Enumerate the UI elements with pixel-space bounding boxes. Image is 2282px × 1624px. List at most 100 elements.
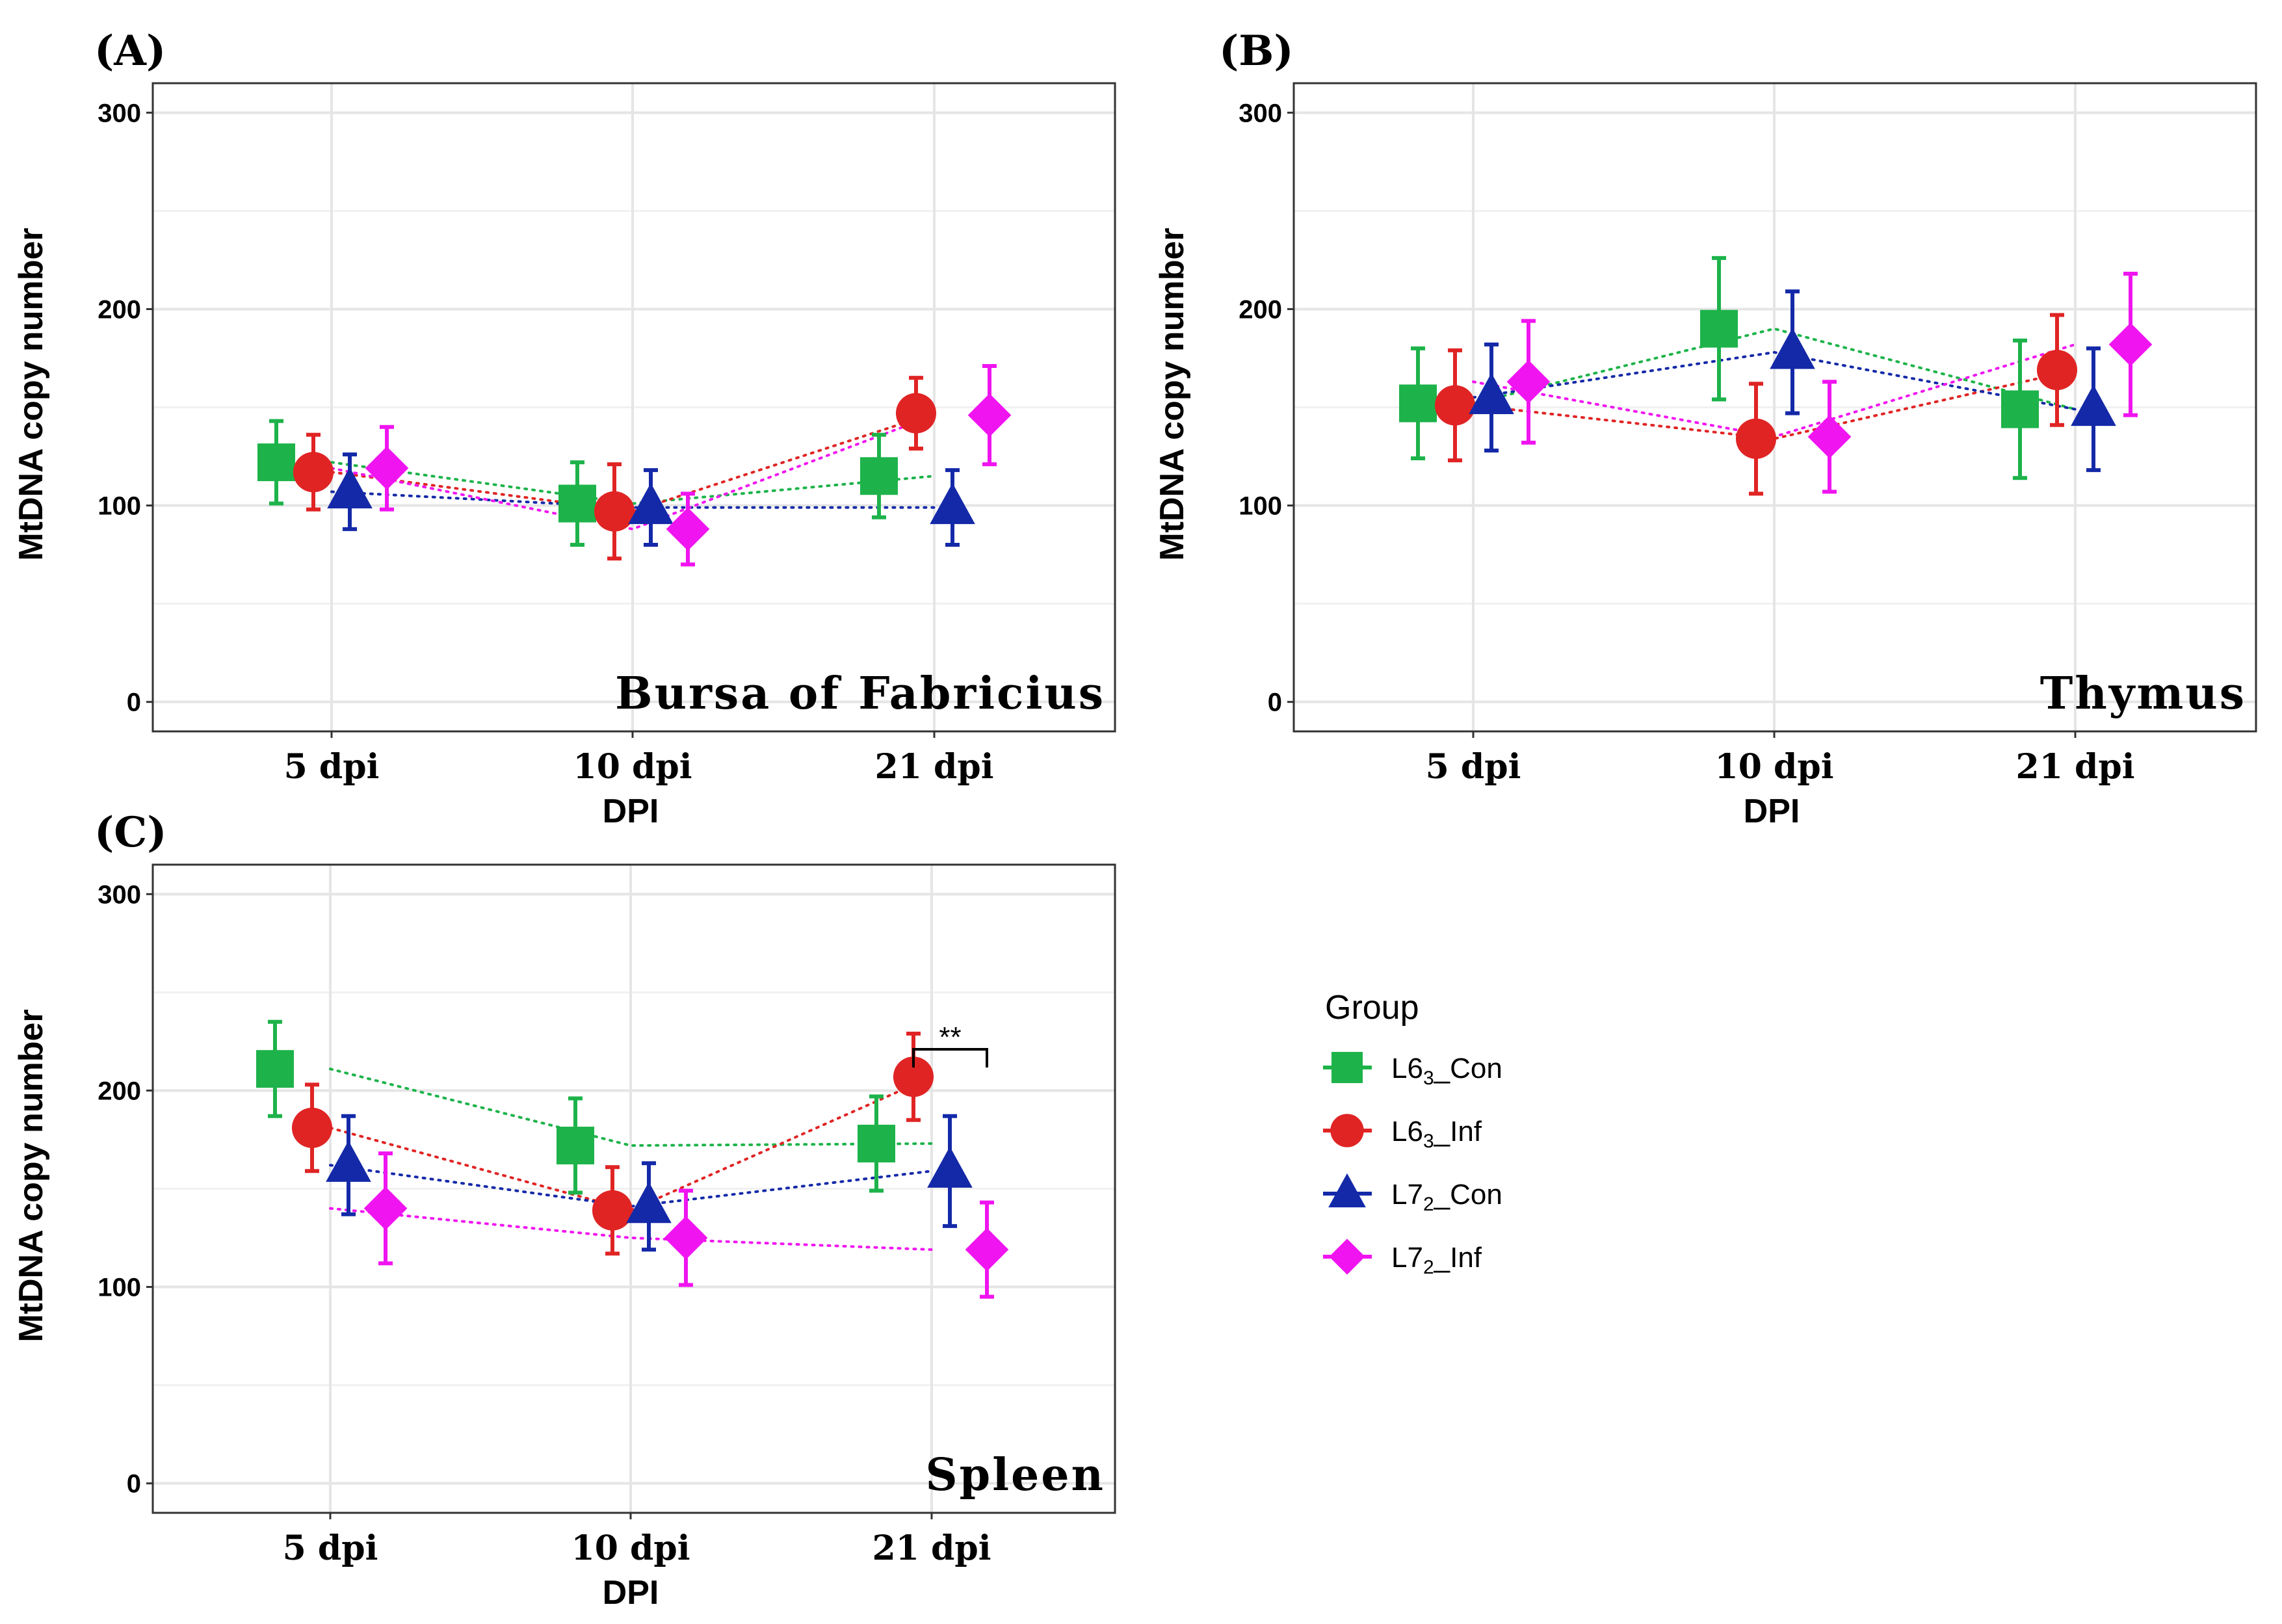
series-line-L7_Con bbox=[1472, 350, 2077, 411]
x-tick-label: 10 dpi bbox=[571, 1528, 690, 1568]
data-point-L6_Con bbox=[1399, 384, 1437, 423]
x-axis-title: DPI bbox=[603, 792, 659, 830]
series-line-L6_Con bbox=[329, 1067, 933, 1147]
data-point-L7_Con bbox=[927, 1146, 973, 1188]
y-tick-label: 100 bbox=[98, 1274, 141, 1302]
data-point-L7_Inf bbox=[363, 1186, 408, 1231]
series-line-L7_Con bbox=[330, 490, 936, 509]
series-line-L7_Inf bbox=[330, 413, 936, 530]
y-tick-label: 200 bbox=[1239, 295, 1282, 324]
legend-marker-L6_Inf bbox=[1330, 1114, 1364, 1147]
panel-label: (B) bbox=[1219, 27, 1294, 75]
significance-label: ** bbox=[939, 1021, 961, 1053]
y-axis-title: MtDNA copy number bbox=[12, 1009, 50, 1342]
panel-label: (C) bbox=[94, 808, 167, 857]
x-tick-label: 5 dpi bbox=[1426, 747, 1521, 787]
data-point-L7_Inf bbox=[664, 1216, 708, 1260]
plot-frame bbox=[151, 82, 1116, 733]
data-point-L6_Con bbox=[858, 1125, 895, 1163]
data-point-L6_Inf bbox=[293, 452, 334, 493]
panel-label: (A) bbox=[94, 27, 166, 75]
data-point-L6_Con bbox=[557, 1127, 594, 1165]
x-tick-label: 21 dpi bbox=[872, 1528, 991, 1568]
chart-panel-1: (A) 0 100 200 300 5 dpi 10 dpi 21 dpi DPI MtDNA c… bbox=[12, 27, 1116, 830]
y-tick-label: 100 bbox=[1239, 492, 1282, 521]
y-tick-label: 200 bbox=[98, 295, 141, 324]
data-point-L7_Con bbox=[1469, 373, 1514, 414]
legend-marker-L7_Con bbox=[1328, 1173, 1366, 1208]
y-tick-label: 200 bbox=[98, 1077, 141, 1105]
y-tick-label: 100 bbox=[98, 492, 141, 521]
y-tick-label: 0 bbox=[127, 1470, 141, 1499]
data-point-L6_Inf bbox=[2036, 350, 2078, 391]
data-point-L6_Inf bbox=[594, 491, 635, 532]
legend-marker-L7_Inf bbox=[1329, 1238, 1365, 1275]
y-axis-title: MtDNA copy number bbox=[1153, 228, 1191, 560]
x-tick-label: 5 dpi bbox=[284, 747, 380, 787]
legend-item-L6_Inf: L63_Inf bbox=[1323, 1114, 1482, 1152]
series-line-L6_Inf bbox=[1472, 369, 2077, 440]
data-point-L7_Inf bbox=[2108, 322, 2153, 367]
panels: (A) 0 100 200 300 5 dpi 10 dpi 21 dpi DPI MtDNA c… bbox=[12, 27, 2257, 1612]
significance-bracket bbox=[912, 1047, 988, 1067]
data-point-L6_Con bbox=[257, 443, 295, 482]
legend-title: Group bbox=[1325, 989, 1419, 1027]
x-axis-title: DPI bbox=[603, 1574, 659, 1612]
plot-frame bbox=[151, 863, 1116, 1514]
y-tick-label: 300 bbox=[1239, 99, 1282, 127]
legend-label: L63_Inf bbox=[1391, 1116, 1482, 1152]
legend-marker-L6_Con bbox=[1331, 1052, 1363, 1083]
series-line-L6_Con bbox=[1472, 327, 2077, 411]
panel-title: Thymus bbox=[2040, 668, 2246, 720]
data-point-L7_Con bbox=[930, 482, 975, 525]
legend-item-L6_Con: L63_Con bbox=[1323, 1052, 1502, 1089]
data-point-L7_Inf bbox=[967, 393, 1012, 437]
legend-item-L7_Inf: L72_Inf bbox=[1323, 1238, 1482, 1278]
y-tick-label: 300 bbox=[98, 880, 141, 909]
data-point-L6_Con bbox=[860, 457, 898, 495]
y-tick-label: 0 bbox=[127, 688, 141, 717]
data-point-L7_Con bbox=[327, 467, 373, 508]
data-point-L6_Inf bbox=[1735, 418, 1777, 459]
chart-panel-2: (B) 0 100 200 300 5 dpi 10 dpi 21 dpi DPI MtDNA c… bbox=[1153, 27, 2257, 830]
panel-title: Bursa of Fabricius bbox=[615, 668, 1105, 720]
data-point-L7_Inf bbox=[1807, 415, 1852, 459]
panel-title: Spleen bbox=[926, 1449, 1105, 1501]
data-point-L6_Inf bbox=[592, 1190, 633, 1231]
data-point-L6_Con bbox=[256, 1050, 294, 1088]
data-point-L6_Inf bbox=[291, 1107, 333, 1148]
data-point-L7_Con bbox=[2071, 384, 2116, 426]
x-axis-title: DPI bbox=[1744, 792, 1800, 830]
plot-frame bbox=[1292, 82, 2257, 733]
series-line-L7_Inf bbox=[329, 1207, 933, 1251]
data-point-L7_Inf bbox=[666, 507, 710, 551]
legend-label: L63_Con bbox=[1391, 1053, 1502, 1089]
legend-item-L7_Con: L72_Con bbox=[1323, 1173, 1502, 1215]
data-point-L7_Con bbox=[1770, 328, 1815, 369]
y-tick-label: 300 bbox=[98, 99, 141, 127]
x-tick-label: 21 dpi bbox=[2016, 747, 2135, 787]
data-point-L6_Con bbox=[558, 484, 596, 523]
legend-label: L72_Con bbox=[1391, 1179, 1502, 1215]
x-tick-label: 10 dpi bbox=[573, 747, 692, 787]
x-tick-label: 10 dpi bbox=[1715, 747, 1834, 787]
data-point-L7_Inf bbox=[965, 1227, 1009, 1272]
data-point-L7_Con bbox=[626, 1181, 672, 1224]
data-point-L6_Con bbox=[1700, 309, 1738, 348]
x-tick-label: 5 dpi bbox=[283, 1528, 378, 1568]
legend: Group L63_Con L63_Inf L72_Con L72_Inf bbox=[1323, 989, 1502, 1278]
chart-panel-3: (C) 0 100 200 300 5 dpi 10 dpi 21 dpi DPI MtDNA c… bbox=[12, 808, 1116, 1612]
y-axis-title: MtDNA copy number bbox=[12, 228, 50, 560]
data-point-L6_Inf bbox=[1434, 385, 1476, 426]
legend-items: L63_Con L63_Inf L72_Con L72_Inf bbox=[1323, 1052, 1502, 1278]
data-point-L6_Inf bbox=[895, 393, 937, 434]
x-tick-label: 21 dpi bbox=[875, 747, 994, 787]
data-point-L7_Inf bbox=[365, 446, 409, 490]
data-point-L7_Con bbox=[326, 1140, 371, 1182]
legend-label: L72_Inf bbox=[1391, 1242, 1482, 1278]
data-point-L7_Inf bbox=[1506, 360, 1551, 404]
data-point-L6_Inf bbox=[893, 1056, 934, 1097]
data-point-L6_Con bbox=[2001, 390, 2039, 428]
data-point-L7_Con bbox=[628, 482, 674, 525]
